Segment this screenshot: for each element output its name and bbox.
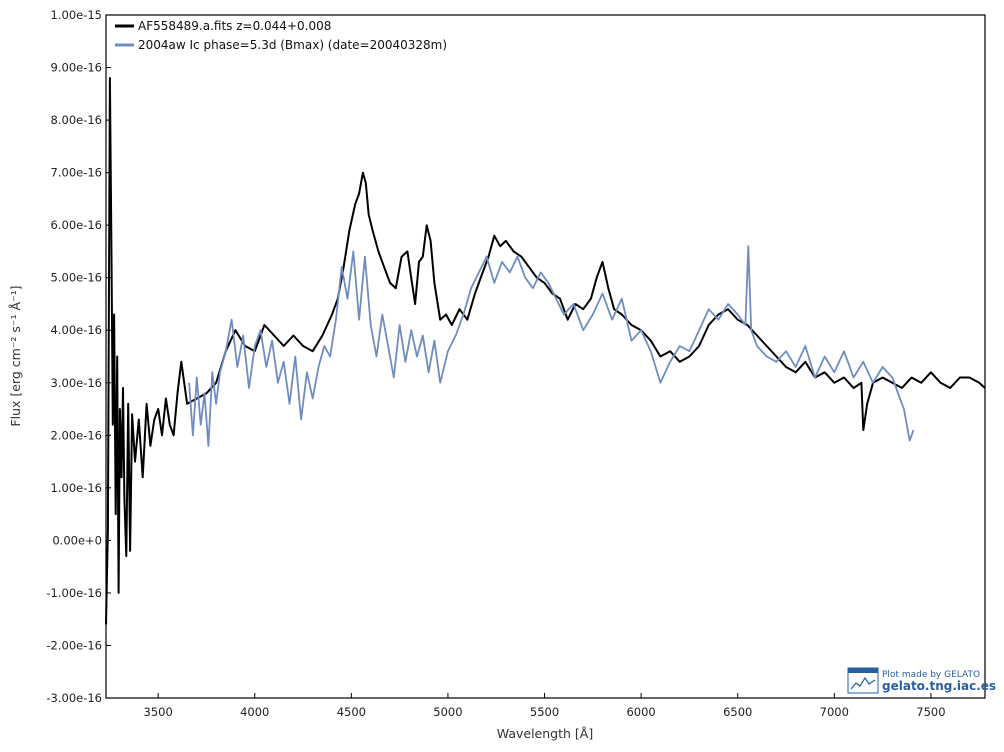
y-tick-label: 1.00e-16 xyxy=(51,481,102,495)
y-tick-label: -2.00e-16 xyxy=(46,638,102,652)
x-axis: 3500 4000 4500 5000 5500 6000 6500 7000 7500 xyxy=(144,693,946,719)
y-axis-label: Flux [erg cm⁻² s⁻¹ Å⁻¹] xyxy=(8,285,23,426)
x-tick-label: 3500 xyxy=(144,705,173,719)
gelato-logo-band xyxy=(848,668,878,673)
x-tick-label: 6000 xyxy=(626,705,655,719)
y-tick-label: 7.00e-16 xyxy=(51,166,102,180)
x-tick-label: 5500 xyxy=(530,705,559,719)
y-tick-label: 2.00e-16 xyxy=(51,428,102,442)
y-tick-label: 9.00e-16 xyxy=(51,61,102,75)
x-tick-label: 7500 xyxy=(916,705,945,719)
series-layer xyxy=(105,77,986,625)
x-tick-label: 4500 xyxy=(337,705,366,719)
x-tick-label: 5000 xyxy=(433,705,462,719)
y-axis: -3.00e-16 -2.00e-16 -1.00e-16 0.00e+0 1.00e-… xyxy=(46,8,111,705)
legend: AF558489.a.fits z=0.044+0.008 2004aw Ic … xyxy=(115,19,447,52)
series-line-0 xyxy=(105,77,986,625)
credit-made-by: Plot made by GELATO xyxy=(882,670,980,680)
y-tick-label: 8.00e-16 xyxy=(51,113,102,127)
y-tick-label: 3.00e-16 xyxy=(51,376,102,390)
plot-frame xyxy=(105,14,986,699)
y-tick-label: 4.00e-16 xyxy=(51,323,102,337)
x-tick-label: 6500 xyxy=(723,705,752,719)
y-tick-label: 1.00e-15 xyxy=(51,8,102,22)
series-line-1 xyxy=(188,245,915,447)
x-axis-label: Wavelength [Å] xyxy=(497,726,593,741)
x-tick-label: 4000 xyxy=(240,705,269,719)
y-tick-label: 0.00e+0 xyxy=(52,533,102,547)
y-tick-label: 6.00e-16 xyxy=(51,218,102,232)
gelato-credit: Plot made by GELATO gelato.tng.iac.es xyxy=(847,667,996,694)
y-tick-label: 5.00e-16 xyxy=(51,271,102,285)
credit-site: gelato.tng.iac.es xyxy=(882,679,996,693)
y-tick-label: -1.00e-16 xyxy=(46,586,102,600)
x-tick-label: 7000 xyxy=(820,705,849,719)
legend-label-0: AF558489.a.fits z=0.044+0.008 xyxy=(138,19,331,33)
legend-label-1: 2004aw Ic phase=5.3d (Bmax) (date=200403… xyxy=(138,38,447,52)
y-tick-label: -3.00e-16 xyxy=(46,691,102,705)
gelato-logo-curve xyxy=(850,676,876,690)
